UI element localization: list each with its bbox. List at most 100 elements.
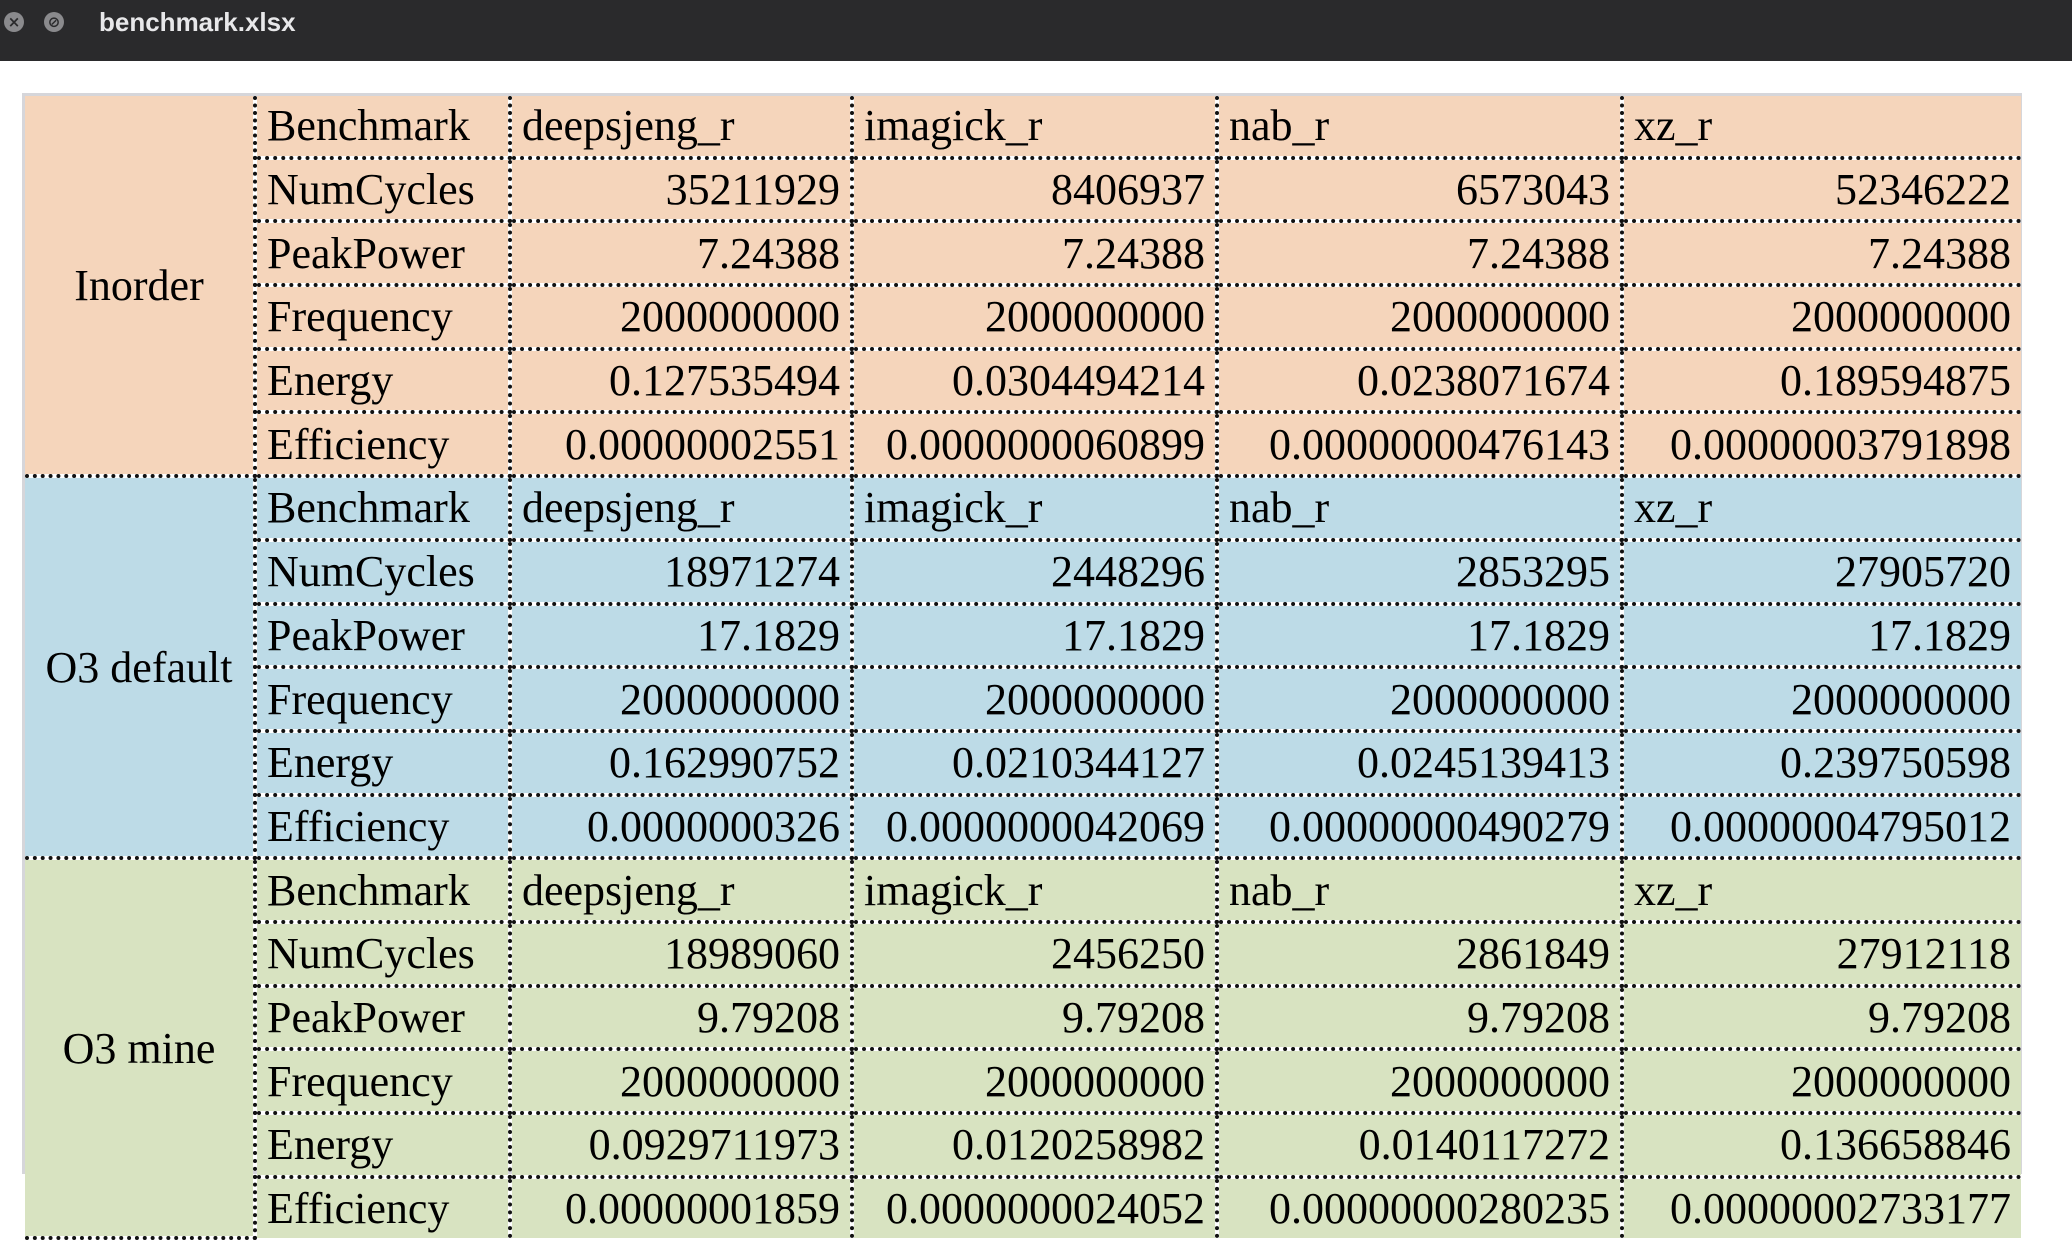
table-row: Inorder Benchmark deepsjeng_r imagick_r nab_… [25,96,2021,479]
benchmark-name-cell[interactable]: nab_r [1215,856,1624,924]
value-cell[interactable]: 0.0304494214 [850,346,1219,415]
benchmark-name-cell[interactable]: imagick_r [850,96,1219,160]
row-label-cell[interactable]: Energy [253,1111,512,1179]
group-label-cell[interactable]: O3 mine [25,856,257,1240]
value-cell[interactable]: 7.24388 [1620,219,2021,288]
value-cell[interactable]: 0.0245139413 [1215,728,1624,797]
table-row: NumCycles 18989060 2456250 2861849 27912118 [25,919,2021,988]
value-cell[interactable]: 2456250 [850,919,1219,988]
value-cell[interactable]: 0.0000000042069 [850,792,1219,861]
value-cell[interactable]: 2448296 [850,537,1219,606]
value-cell[interactable]: 0.127535494 [508,346,854,415]
benchmark-name-cell[interactable]: deepsjeng_r [508,96,854,160]
value-cell[interactable]: 2000000000 [850,1047,1219,1115]
row-label-cell[interactable]: PeakPower [253,983,512,1052]
table-row: NumCycles 18971274 2448296 2853295 27905720 [25,537,2021,606]
value-cell[interactable]: 7.24388 [508,219,854,288]
value-cell[interactable]: 7.24388 [850,219,1219,288]
benchmark-name-cell[interactable]: deepsjeng_r [508,856,854,924]
row-label-cell[interactable]: Frequency [253,283,512,351]
value-cell[interactable]: 0.0000000060899 [850,410,1219,479]
table-row: Frequency 2000000000 2000000000 2000000000 2… [25,665,2021,733]
row-label-cell[interactable]: NumCycles [253,919,512,988]
benchmark-name-cell[interactable]: nab_r [1215,474,1624,542]
value-cell[interactable]: 9.79208 [850,983,1219,1052]
row-label-cell[interactable]: NumCycles [253,155,512,224]
value-cell[interactable]: 17.1829 [850,601,1219,670]
table-row: Energy 0.0929711973 0.0120258982 0.01401172… [25,1111,2021,1179]
value-cell[interactable]: 9.79208 [508,983,854,1052]
value-cell[interactable]: 0.0140117272 [1215,1111,1624,1179]
value-cell[interactable]: 2853295 [1215,537,1624,606]
row-label-cell[interactable]: Energy [253,728,512,797]
value-cell[interactable]: 0.0929711973 [508,1111,854,1179]
value-cell[interactable]: 17.1829 [508,601,854,670]
value-cell[interactable]: 35211929 [508,155,854,224]
benchmark-name-cell[interactable]: imagick_r [850,856,1219,924]
table-row: PeakPower 7.24388 7.24388 7.24388 7.24388 [25,219,2021,288]
slash-circle-icon[interactable]: ⊘ [44,12,64,32]
row-label-cell[interactable]: PeakPower [253,219,512,288]
value-cell[interactable]: 27912118 [1620,919,2021,988]
value-cell[interactable]: 2000000000 [1620,1047,2021,1115]
value-cell[interactable]: 2000000000 [1620,283,2021,351]
value-cell[interactable]: 2000000000 [1620,665,2021,733]
value-cell[interactable]: 18971274 [508,537,854,606]
row-label-cell[interactable]: Benchmark [253,96,512,160]
value-cell[interactable]: 17.1829 [1215,601,1624,670]
row-label-cell[interactable]: Efficiency [253,792,512,861]
value-cell[interactable]: 18989060 [508,919,854,988]
benchmark-name-cell[interactable]: imagick_r [850,474,1219,542]
benchmark-name-cell[interactable]: deepsjeng_r [508,474,854,542]
close-icon[interactable]: × [4,12,24,32]
value-cell[interactable]: 0.00000004795012 [1620,792,2021,861]
value-cell[interactable]: 2000000000 [508,1047,854,1115]
value-cell[interactable]: 7.24388 [1215,219,1624,288]
value-cell[interactable]: 9.79208 [1620,983,2021,1052]
value-cell[interactable]: 0.239750598 [1620,728,2021,797]
value-cell[interactable]: 0.189594875 [1620,346,2021,415]
value-cell[interactable]: 17.1829 [1620,601,2021,670]
window-titlebar: × ⊘ benchmark.xlsx [0,0,2072,61]
row-label-cell[interactable]: Benchmark [253,474,512,542]
value-cell[interactable]: 2000000000 [1215,283,1624,351]
value-cell[interactable]: 2861849 [1215,919,1624,988]
value-cell[interactable]: 0.136658846 [1620,1111,2021,1179]
value-cell[interactable]: 0.00000003791898 [1620,410,2021,479]
value-cell[interactable]: 0.00000000476143 [1215,410,1624,479]
row-label-cell[interactable]: PeakPower [253,601,512,670]
benchmark-name-cell[interactable]: xz_r [1620,856,2021,924]
table-row: Energy 0.127535494 0.0304494214 0.023807167… [25,346,2021,415]
row-label-cell[interactable]: Benchmark [253,856,512,924]
value-cell[interactable]: 2000000000 [508,283,854,351]
value-cell[interactable]: 0.0000000326 [508,792,854,861]
group-label-cell[interactable]: Inorder [25,96,257,479]
value-cell[interactable]: 8406937 [850,155,1219,224]
benchmark-name-cell[interactable]: xz_r [1620,96,2021,160]
value-cell[interactable]: 0.162990752 [508,728,854,797]
value-cell[interactable]: 52346222 [1620,155,2021,224]
row-label-cell[interactable]: Frequency [253,665,512,733]
value-cell[interactable]: 2000000000 [1215,665,1624,733]
benchmark-name-cell[interactable]: nab_r [1215,96,1624,160]
value-cell[interactable]: 0.00000000490279 [1215,792,1624,861]
value-cell[interactable]: 9.79208 [1215,983,1624,1052]
row-label-cell[interactable]: NumCycles [253,537,512,606]
value-cell[interactable]: 2000000000 [850,665,1219,733]
value-cell[interactable]: 27905720 [1620,537,2021,606]
value-cell[interactable]: 6573043 [1215,155,1624,224]
row-label-cell[interactable]: Energy [253,346,512,415]
row-label-cell[interactable]: Frequency [253,1047,512,1115]
value-cell[interactable]: 0.00000002551 [508,410,854,479]
value-cell[interactable]: 0.0120258982 [850,1111,1219,1179]
value-cell[interactable]: 2000000000 [1215,1047,1624,1115]
row-label-cell[interactable]: Efficiency [253,410,512,479]
value-cell[interactable]: 0.0210344127 [850,728,1219,797]
table-row: PeakPower 17.1829 17.1829 17.1829 17.1829 [25,601,2021,670]
group-label-cell[interactable]: O3 default [25,474,257,861]
table-row: Frequency 2000000000 2000000000 2000000000 2… [25,1047,2021,1115]
value-cell[interactable]: 2000000000 [508,665,854,733]
value-cell[interactable]: 0.0238071674 [1215,346,1624,415]
value-cell[interactable]: 2000000000 [850,283,1219,351]
benchmark-name-cell[interactable]: xz_r [1620,474,2021,542]
